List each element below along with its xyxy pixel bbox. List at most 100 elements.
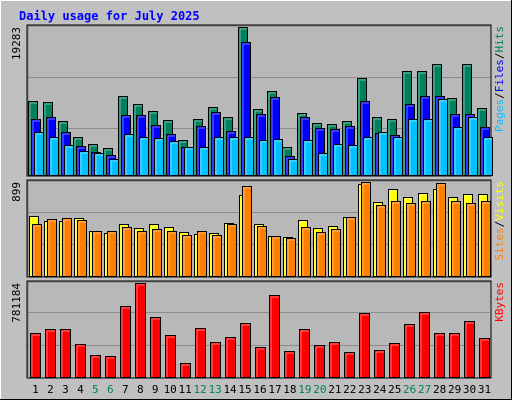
bar-kbytes-day-28 [434, 333, 445, 378]
legend-entry-visits: Visits [493, 181, 506, 221]
bar-sites-day-26 [406, 203, 416, 277]
bar-kbytes-day-7 [120, 306, 131, 378]
bar-sites-day-14 [227, 224, 237, 277]
bar-pages-day-24 [378, 132, 388, 176]
legend-separator: / [493, 53, 506, 60]
bar-pages-day-10 [169, 141, 179, 176]
bar-sites-day-22 [346, 217, 356, 277]
bar-sites-day-17 [271, 236, 281, 277]
bar-pages-day-9 [154, 138, 164, 176]
bar-pages-day-26 [408, 119, 418, 176]
bar-kbytes-day-5 [90, 355, 101, 378]
legend-entry-files: Files [493, 59, 506, 92]
bar-kbytes-day-26 [404, 324, 415, 378]
bar-sites-day-24 [376, 205, 386, 277]
x-tick-label: 23 [358, 383, 371, 396]
bar-kbytes-day-19 [299, 329, 310, 378]
bar-pages-day-7 [124, 134, 134, 176]
bar-sites-day-4 [77, 220, 87, 277]
bar-sites-day-25 [391, 201, 401, 277]
bar-pages-day-5 [94, 153, 104, 176]
x-tick-label: 25 [388, 383, 401, 396]
bar-sites-day-2 [47, 219, 57, 277]
legend-entry-pages: Pages [493, 99, 506, 132]
bar-sites-day-21 [331, 229, 341, 277]
chart-title: Daily usage for July 2025 [19, 9, 200, 23]
x-tick-label: 5 [92, 383, 99, 396]
bar-sites-day-18 [286, 238, 296, 277]
bar-kbytes-day-23 [359, 313, 370, 378]
ymax-label-kbytes: 781184 [10, 283, 23, 323]
legend-visits-sites: Sites/Visits [493, 181, 506, 261]
bar-kbytes-day-25 [389, 343, 400, 378]
bar-kbytes-day-1 [30, 333, 41, 378]
bar-sites-day-28 [436, 183, 446, 277]
bar-sites-day-10 [167, 231, 177, 277]
bar-kbytes-day-4 [75, 344, 86, 378]
bar-kbytes-day-3 [60, 329, 71, 378]
bar-sites-day-27 [421, 201, 431, 277]
bar-sites-day-12 [197, 231, 207, 277]
bar-kbytes-day-20 [314, 345, 325, 378]
bar-pages-day-17 [273, 139, 283, 176]
bar-kbytes-day-30 [464, 321, 475, 378]
bar-sites-day-5 [92, 231, 102, 277]
x-tick-label: 18 [283, 383, 296, 396]
x-tick-label: 24 [373, 383, 387, 396]
bar-pages-day-6 [109, 159, 119, 176]
x-tick-label: 28 [433, 383, 446, 396]
bar-pages-day-19 [303, 140, 313, 176]
bar-kbytes-day-18 [284, 351, 295, 378]
bar-pages-day-13 [214, 137, 224, 176]
legend-entry-sites: Sites [493, 227, 506, 260]
x-tick-label: 1 [32, 383, 39, 396]
bar-sites-day-7 [122, 227, 132, 277]
bar-sites-day-30 [466, 203, 476, 277]
bar-sites-day-16 [257, 226, 267, 277]
x-tick-label: 4 [77, 383, 84, 396]
bar-pages-day-15 [244, 137, 254, 176]
bar-sites-day-15 [242, 186, 252, 277]
bar-pages-day-30 [468, 117, 478, 176]
bar-kbytes-day-10 [165, 335, 176, 378]
bar-kbytes-day-31 [479, 338, 490, 378]
bar-pages-day-21 [333, 144, 343, 176]
x-tick-label: 30 [463, 383, 476, 396]
bar-kbytes-day-14 [225, 337, 236, 378]
bar-pages-day-28 [438, 99, 448, 176]
x-tick-label: 13 [208, 383, 221, 396]
x-tick-label: 20 [313, 383, 326, 396]
bar-pages-day-20 [318, 153, 328, 176]
legend-entry-hits: Hits [493, 26, 506, 53]
bar-kbytes-day-16 [255, 347, 266, 378]
bar-sites-day-1 [32, 224, 42, 277]
x-tick-label: 14 [223, 383, 237, 396]
ymax-label-hits-files-pages: 19283 [10, 27, 23, 60]
bar-kbytes-day-17 [269, 295, 280, 378]
x-tick-label: 6 [107, 383, 114, 396]
bar-pages-day-23 [363, 137, 373, 176]
x-tick-label: 9 [152, 383, 159, 396]
bar-pages-day-22 [348, 145, 358, 176]
x-tick-label: 19 [298, 383, 311, 396]
x-tick-label: 12 [194, 383, 207, 396]
bar-pages-day-4 [79, 151, 89, 176]
x-tick-label: 17 [268, 383, 281, 396]
bar-sites-day-29 [451, 201, 461, 277]
bar-sites-day-19 [301, 227, 311, 277]
bar-sites-day-8 [137, 231, 147, 277]
bar-pages-day-3 [64, 145, 74, 176]
x-tick-label: 15 [238, 383, 251, 396]
bar-pages-day-29 [453, 127, 463, 176]
bar-pages-day-8 [139, 137, 149, 176]
legend-entry-kbytes: KBytes [493, 282, 506, 322]
bar-sites-day-31 [481, 201, 491, 277]
x-tick-label: 11 [179, 383, 192, 396]
bar-kbytes-day-11 [180, 363, 191, 378]
x-tick-label: 10 [164, 383, 177, 396]
bar-pages-day-11 [184, 147, 194, 176]
bar-kbytes-day-22 [344, 352, 355, 378]
x-tick-label: 22 [343, 383, 356, 396]
bar-pages-day-25 [393, 137, 403, 176]
